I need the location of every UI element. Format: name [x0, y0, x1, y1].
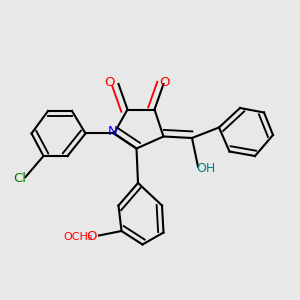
Text: N: N: [108, 125, 117, 139]
Text: OH: OH: [196, 161, 215, 175]
Text: O: O: [104, 76, 115, 89]
Text: O: O: [160, 76, 170, 89]
Text: Cl: Cl: [13, 172, 26, 185]
Text: O: O: [86, 230, 97, 244]
Text: OCH₃: OCH₃: [64, 232, 93, 242]
